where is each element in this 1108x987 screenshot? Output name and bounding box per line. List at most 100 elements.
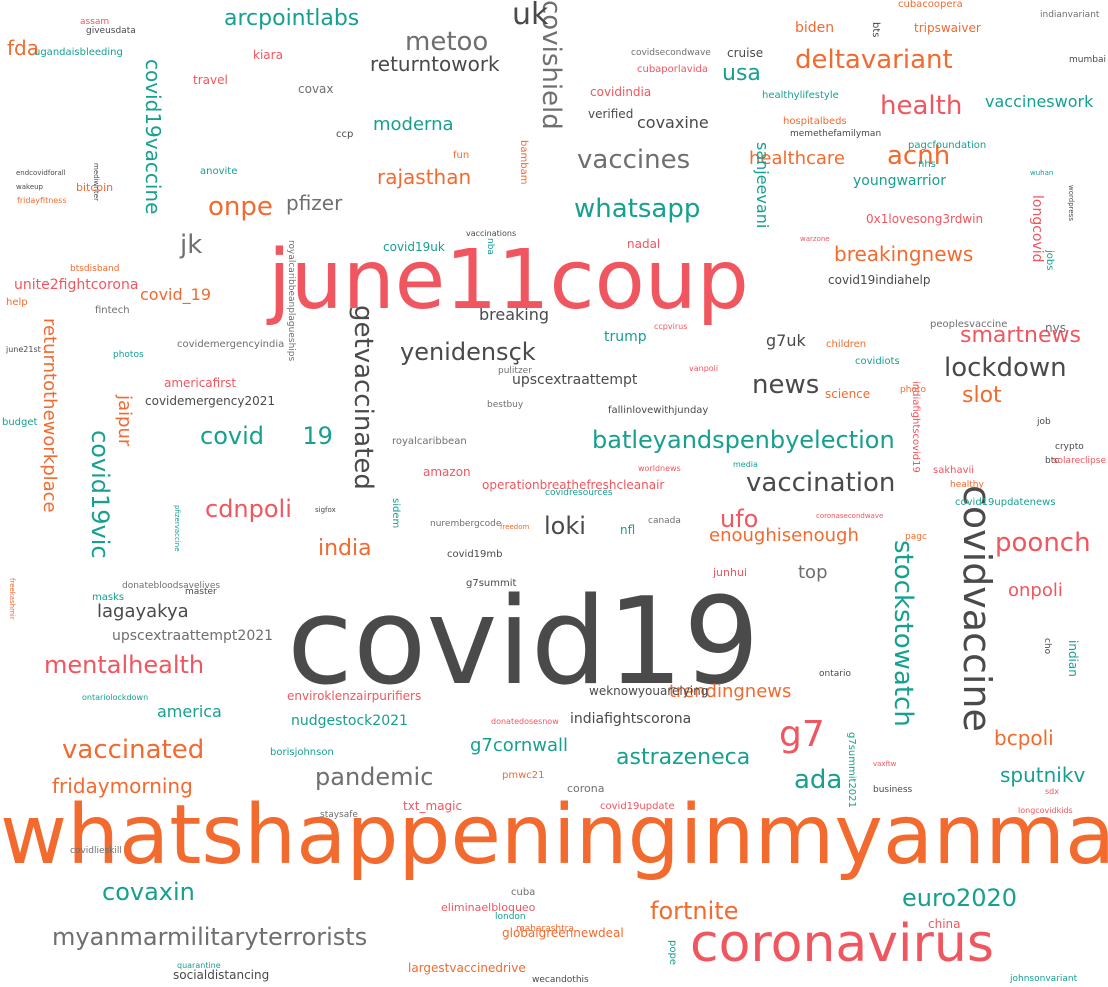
word-travel: travel xyxy=(193,73,228,87)
word-breaking: breaking xyxy=(479,305,550,324)
word-vanpoli: vanpoli xyxy=(689,364,719,373)
word-moderna: moderna xyxy=(373,114,454,135)
word-onpe: onpe xyxy=(208,192,273,222)
word-endcovidforall: endcovidforall xyxy=(16,169,66,177)
word-btsdisband: btsdisband xyxy=(70,264,120,274)
word-fortnite: fortnite xyxy=(650,897,739,925)
word-rajasthan: rajasthan xyxy=(377,165,472,189)
word-covid19uk: covid19uk xyxy=(383,240,445,254)
word-fun: fun xyxy=(453,150,470,161)
word-metoo: metoo xyxy=(405,27,489,57)
word-onpoli: onpoli xyxy=(1008,580,1063,601)
word-indian: indian xyxy=(1066,640,1080,677)
word-returntowork: returntowork xyxy=(370,52,500,76)
word-largestvaccinedrive: largestvaccinedrive xyxy=(408,961,526,975)
word-america: america xyxy=(157,702,222,721)
word-wecandothis: wecandothis xyxy=(532,975,589,985)
word-royalcaribbean: royalcaribbean xyxy=(392,436,467,447)
word-coronasecondwave: coronasecondwave xyxy=(816,512,884,520)
word-ada: ada xyxy=(794,765,843,795)
word-healthcare: healthcare xyxy=(749,148,845,169)
word-enviroklenzairpurifiers: enviroklenzairpurifiers xyxy=(287,689,422,703)
word-master: master xyxy=(185,587,217,597)
word-giveusdata: giveusdata xyxy=(86,26,136,36)
word-india: india xyxy=(318,536,372,561)
word-indiafightscorona: indiafightscorona xyxy=(570,711,692,727)
word-eliminaelbloqueo: eliminaelbloqueo xyxy=(441,901,536,914)
word-tripswaiver: tripswaiver xyxy=(914,21,981,35)
word-crypto: crypto xyxy=(1055,442,1084,452)
word-g7cornwall: g7cornwall xyxy=(470,735,569,756)
word-astrazeneca: astrazeneca xyxy=(616,745,751,770)
word-solareclipse: solareclipse xyxy=(1052,456,1106,466)
word-bts: bts xyxy=(870,22,881,38)
word-covidlieskill: covidlieskill xyxy=(70,846,122,856)
word-uk: uk xyxy=(512,0,549,32)
word-fintech: fintech xyxy=(95,305,130,316)
word-healthy: healthy xyxy=(950,480,984,490)
word-arcpointlabs: arcpointlabs xyxy=(224,6,360,31)
word-cubaporlavida: cubaporlavida xyxy=(637,64,708,75)
word-covid19mb: covid19mb xyxy=(447,549,503,560)
word-covid19vic: covid19vic xyxy=(86,430,114,559)
word-covid19vaccine: covid19vaccine xyxy=(141,59,165,215)
word-media: media xyxy=(733,460,758,469)
word-children: children xyxy=(826,339,867,350)
word-nhs: nhs xyxy=(918,159,936,170)
word-fridayfitness: fridayfitness xyxy=(17,196,67,205)
word-photos: photos xyxy=(113,350,144,360)
word-fda: fda xyxy=(7,36,39,60)
word-trump: trump xyxy=(604,329,647,345)
word-usa: usa xyxy=(722,61,761,86)
word-pandemic: pandemic xyxy=(315,763,434,791)
word-peoplesvaccine: peoplesvaccine xyxy=(930,319,1008,330)
word-cdnpoli: cdnpoli xyxy=(205,495,292,523)
word-jaipur: jaipur xyxy=(114,395,135,447)
word-socialdistancing: socialdistancing xyxy=(173,968,270,982)
word-royalcaribbeanplagueships: royalcaribbeanplagueships xyxy=(286,240,296,362)
word-staysafe: staysafe xyxy=(320,810,358,820)
word-fridaymorning: fridaymorning xyxy=(52,774,193,798)
word-batleyandspenbyelection: batleyandspenbyelection xyxy=(592,426,895,454)
word-cuba: cuba xyxy=(511,887,536,898)
word-vaccines: vaccines xyxy=(577,145,691,175)
word-june11coup: june11coup xyxy=(268,233,749,328)
word-donatedosesnow: donatedosesnow xyxy=(491,717,559,726)
word-hospitalbeds: hospitalbeds xyxy=(783,116,847,127)
word-sdx: sdx xyxy=(1045,787,1059,796)
word-budget: budget xyxy=(2,417,38,428)
word-pope: pope xyxy=(667,940,678,965)
word-mumbai: mumbai xyxy=(1069,55,1106,65)
word-health: health xyxy=(880,91,963,121)
word-loki: loki xyxy=(544,512,586,540)
word-worldnews: worldnews xyxy=(638,464,681,473)
word-verified: verified xyxy=(588,107,634,121)
word-sigfox: sigfox xyxy=(315,506,336,514)
word-ufo: ufo xyxy=(720,505,759,533)
word-covidiots: covidiots xyxy=(855,356,900,367)
word-smartnews: smartnews xyxy=(960,323,1081,348)
word-stockstowatch: stockstowatch xyxy=(888,540,918,727)
word-whatsapp: whatsapp xyxy=(574,194,701,224)
word-covid-19: covid_19 xyxy=(140,285,212,304)
word-bitcoin: bitcoin xyxy=(76,181,114,194)
word-ugandaisbleeding: ugandaisbleeding xyxy=(34,47,123,58)
word-corona: corona xyxy=(567,782,605,795)
word-warzone: warzone xyxy=(800,235,830,243)
word-pfizervaccine: pfizervaccine xyxy=(173,505,181,552)
word-operationbreathefreshcleanair: operationbreathefreshcleanair xyxy=(482,478,665,492)
word-assam: assam xyxy=(80,17,110,27)
word-yenidens-k: yenidensçk xyxy=(400,338,536,366)
word-enoughisenough: enoughisenough xyxy=(709,525,859,546)
word-help: help xyxy=(6,297,28,308)
word-upscextraattempt: upscextraattempt xyxy=(512,372,638,388)
word-wuhan: wuhan xyxy=(1030,169,1054,177)
word-covidemergency2021: covidemergency2021 xyxy=(145,394,276,408)
word-indiafightscovid19: indiafightscovid19 xyxy=(910,381,921,473)
word-upscextraattempt2021: upscextraattempt2021 xyxy=(112,628,274,644)
word-trendingnews: trendingnews xyxy=(669,681,792,702)
word-g7: g7 xyxy=(779,714,825,755)
word-nys: nys xyxy=(1045,321,1066,335)
word-maharashtra: maharashtra xyxy=(516,924,574,934)
